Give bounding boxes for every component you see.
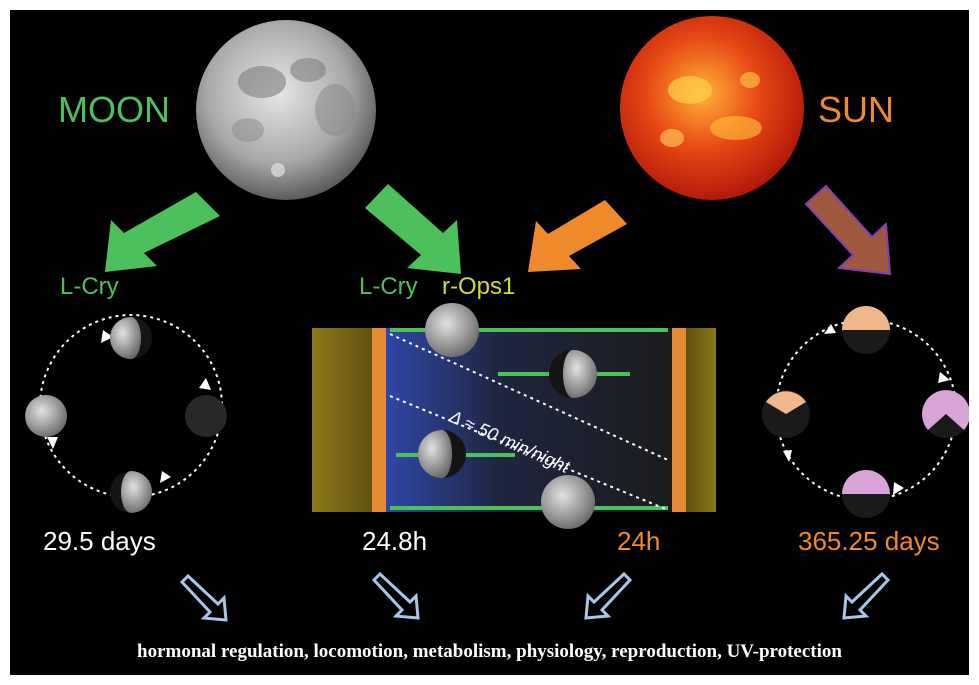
figure-frame: MOON SUN L-Cry L-Cry r-Ops1 Δ ≈ 50 min/n… (10, 10, 969, 675)
sun-arrow-center (528, 200, 627, 272)
l-cry-label-center: L-Cry (359, 273, 418, 300)
day-length-icon (922, 390, 969, 438)
moon-phase-icon (25, 395, 67, 437)
moon-phase-icon (418, 430, 466, 478)
day-length-icon (762, 390, 810, 438)
outline-arrow-icon (842, 571, 891, 620)
outcomes-caption: hormonal regulation, locomotion, metabol… (137, 641, 842, 662)
moon-phase-icon (110, 317, 152, 359)
diagram-graphics (25, 16, 969, 622)
outline-arrow-icon (584, 571, 633, 620)
moon-phase-icon (541, 475, 595, 529)
lunar-month-period: 29.5 days (43, 526, 156, 556)
sun-arrow-right (804, 184, 892, 276)
moon-phase-icon (110, 471, 152, 513)
outline-arrow-icon (179, 573, 228, 622)
moon-label: MOON (58, 89, 170, 130)
lunar-day-period: 24.8h (362, 526, 428, 556)
moon-arrow-left (105, 192, 220, 272)
moon-phase-icon (425, 303, 479, 357)
solar-day-period: 24h (617, 526, 661, 556)
outline-arrow-icon (371, 571, 420, 620)
r-ops1-label: r-Ops1 (442, 273, 516, 300)
l-cry-label-left: L-Cry (60, 273, 119, 300)
moon-image (196, 20, 376, 200)
lunar-month-cycle (25, 314, 227, 513)
tidal-day-panel (312, 303, 716, 529)
solar-year-period: 365.25 days (798, 526, 940, 556)
moon-arrow-center (365, 184, 461, 274)
sun-label: SUN (818, 89, 895, 130)
day-length-icon (842, 306, 890, 354)
moon-phase-icon (185, 395, 227, 437)
moon-phase-icon (549, 350, 597, 398)
solar-year-cycle (762, 306, 969, 518)
day-length-icon (842, 470, 890, 518)
sun-image (620, 16, 804, 200)
